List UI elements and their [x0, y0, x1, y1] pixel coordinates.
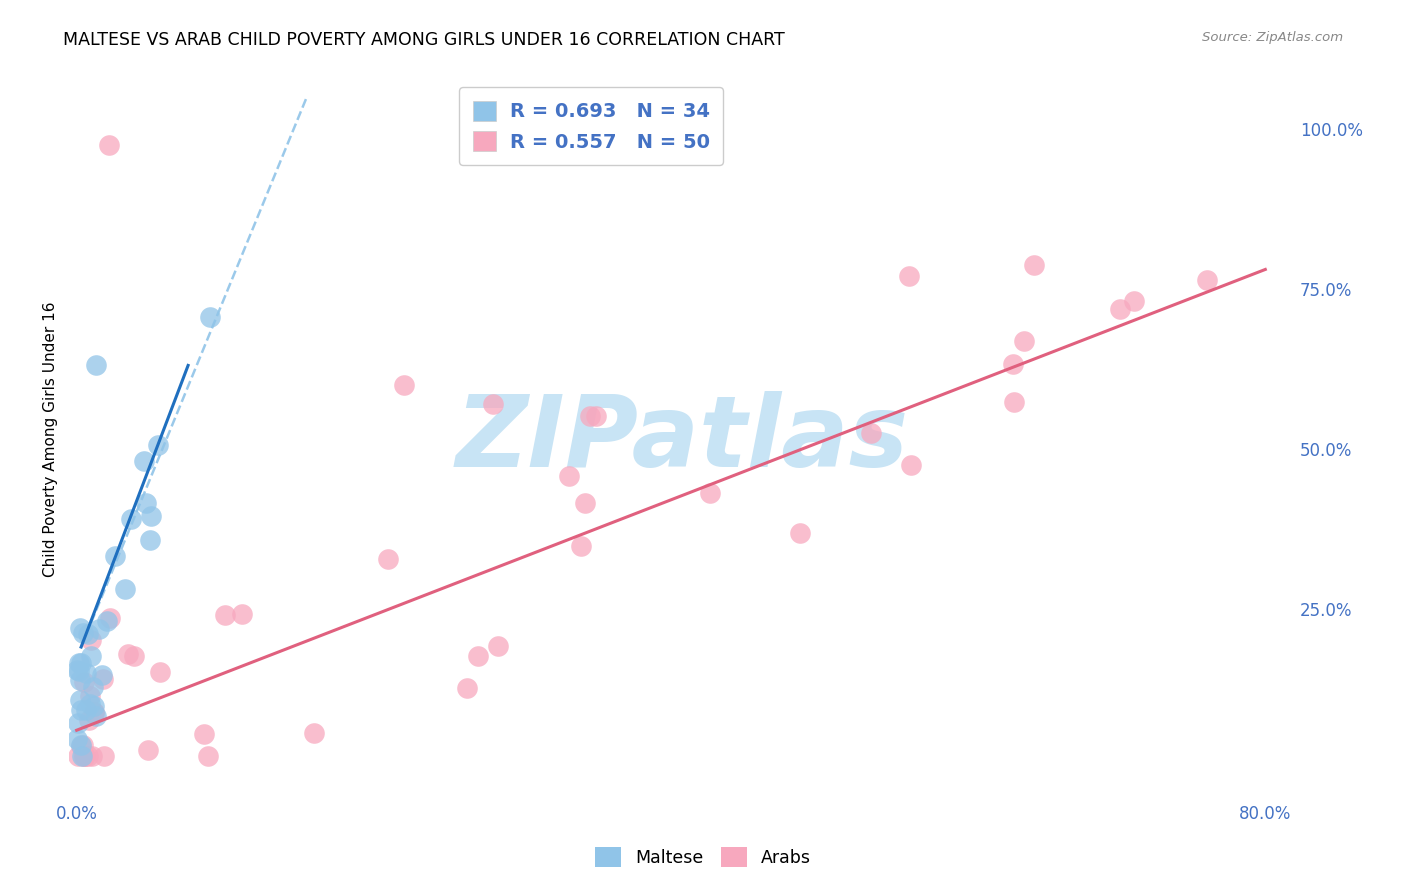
Point: [579, 409, 602, 424]
Text: ZIPatlas: ZIPatlas: [456, 391, 908, 488]
Point: [77, 748, 100, 763]
Point: [585, 409, 607, 423]
Point: [69, 693, 91, 707]
Point: [73, 748, 96, 763]
Point: [304, 726, 326, 740]
Point: [69, 739, 91, 753]
Point: [214, 608, 236, 623]
Point: [574, 496, 596, 510]
Point: [139, 533, 162, 548]
Point: [93, 748, 115, 763]
Point: [136, 743, 159, 757]
Point: [789, 526, 811, 541]
Point: [860, 426, 883, 441]
Point: [89, 622, 111, 636]
Point: [1197, 272, 1219, 286]
Point: [456, 681, 478, 695]
Point: [83, 705, 105, 719]
Point: [103, 549, 125, 563]
Point: [80, 648, 103, 663]
Point: [1022, 258, 1045, 272]
Text: MALTESE VS ARAB CHILD POVERTY AMONG GIRLS UNDER 16 CORRELATION CHART: MALTESE VS ARAB CHILD POVERTY AMONG GIRL…: [63, 31, 785, 49]
Point: [67, 656, 90, 670]
Point: [98, 611, 121, 625]
Point: [231, 607, 253, 622]
Point: [72, 738, 94, 752]
Point: [66, 664, 89, 678]
Point: [66, 731, 89, 746]
Point: [73, 675, 96, 690]
Point: [132, 454, 155, 468]
Point: [70, 738, 93, 752]
Point: [114, 582, 136, 597]
Point: [73, 748, 96, 763]
Point: [1109, 302, 1132, 317]
Point: [67, 716, 90, 731]
Point: [67, 748, 90, 763]
Point: [80, 633, 103, 648]
Point: [72, 626, 94, 640]
Point: [117, 647, 139, 661]
Point: [377, 551, 399, 566]
Point: [70, 656, 93, 670]
Point: [1002, 394, 1025, 409]
Point: [467, 648, 489, 663]
Point: [83, 699, 105, 714]
Point: [569, 540, 592, 554]
Point: [135, 496, 157, 510]
Point: [486, 639, 509, 653]
Point: [83, 706, 105, 720]
Point: [75, 665, 97, 680]
Point: [481, 397, 503, 411]
Point: [197, 748, 219, 763]
Point: [70, 703, 93, 717]
Point: [69, 673, 91, 687]
Y-axis label: Child Poverty Among Girls Under 16: Child Poverty Among Girls Under 16: [44, 301, 58, 577]
Point: [120, 511, 142, 525]
Point: [200, 310, 222, 324]
Point: [79, 689, 101, 703]
Point: [82, 680, 104, 694]
Point: [1122, 293, 1144, 308]
Point: [98, 137, 121, 152]
Point: [84, 709, 107, 723]
Point: [77, 714, 100, 728]
Point: [146, 437, 169, 451]
Point: [69, 621, 91, 635]
Point: [91, 668, 114, 682]
Point: [1001, 357, 1024, 371]
Point: [699, 485, 721, 500]
Legend: Maltese, Arabs: Maltese, Arabs: [588, 840, 818, 874]
Point: [70, 748, 93, 763]
Point: [900, 458, 922, 472]
Point: [76, 627, 98, 641]
Point: [149, 665, 172, 679]
Point: [897, 268, 920, 283]
Point: [558, 468, 581, 483]
Point: [91, 673, 114, 687]
Point: [193, 727, 215, 741]
Point: [67, 664, 90, 678]
Text: Source: ZipAtlas.com: Source: ZipAtlas.com: [1202, 31, 1343, 45]
Point: [75, 703, 97, 717]
Point: [1012, 334, 1035, 348]
Point: [96, 615, 118, 629]
Point: [139, 508, 162, 523]
Point: [79, 697, 101, 711]
Legend: R = 0.693   N = 34, R = 0.557   N = 50: R = 0.693 N = 34, R = 0.557 N = 50: [458, 87, 723, 165]
Point: [84, 359, 107, 373]
Point: [73, 748, 96, 763]
Point: [122, 649, 145, 664]
Point: [80, 748, 103, 763]
Point: [392, 377, 415, 392]
